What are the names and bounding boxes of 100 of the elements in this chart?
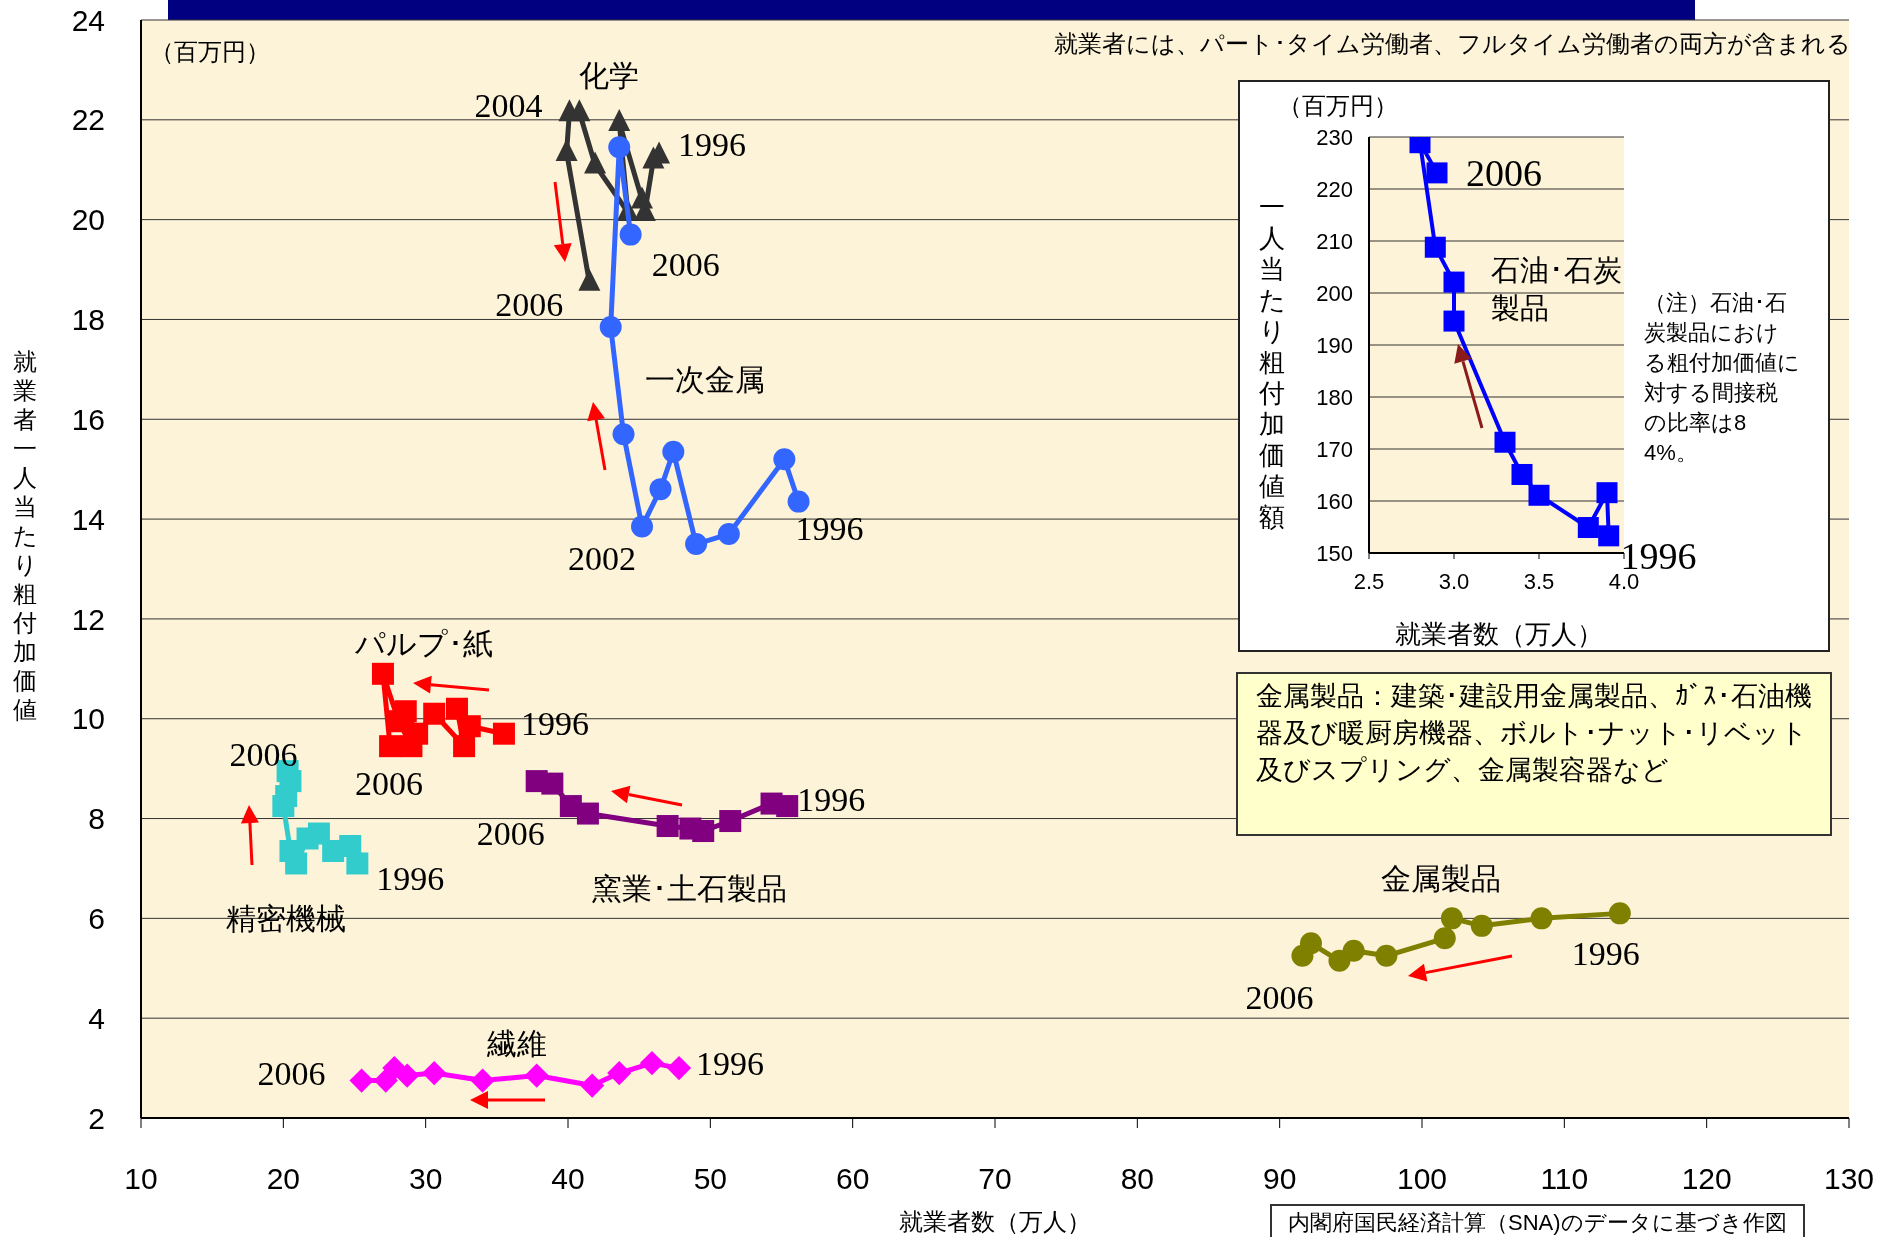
y-tick-label: 4 [88,1001,105,1035]
point [760,792,783,815]
point [1598,525,1620,547]
point [1596,482,1618,504]
point [662,440,685,463]
point [379,735,402,758]
annotation: 2006 [476,814,545,852]
point [578,268,601,291]
text: 内閣府国民経済計算（SNA)のデータに基づき作図 [1270,1204,1805,1237]
y-tick-label: 10 [71,702,105,736]
point [1577,517,1599,539]
point [555,139,578,162]
x-tick-label: 50 [693,1162,728,1196]
annotation: （百万円） [150,37,270,67]
point [1443,271,1465,293]
y-tick-label: 230 [1316,124,1353,150]
point [559,795,582,818]
point [1433,927,1456,950]
y-tick-label: 2 [88,1101,105,1135]
point [580,1073,605,1098]
point [1511,463,1533,485]
point [619,223,642,246]
x-tick-label: 90 [1262,1162,1297,1196]
annotation: 1996 [1571,934,1640,972]
point [492,722,515,745]
point [1426,162,1448,184]
x-tick-label: 100 [1396,1162,1448,1196]
point [608,109,631,132]
x-tick-label: 120 [1681,1162,1732,1196]
y-tick-label: 22 [71,103,105,137]
point [1608,902,1631,925]
annotation: 1996 [678,126,747,164]
y-tick-label: 14 [71,502,105,536]
point [642,146,665,169]
point [608,136,631,159]
point [649,478,672,501]
annotation: 2004 [474,86,543,124]
x-tick-label: 30 [408,1162,443,1196]
point [1440,907,1463,930]
point [607,1060,632,1086]
annotation: 2002 [568,540,637,578]
annotation: （百万円） [1278,91,1398,121]
y-tick-label: 18 [71,303,105,337]
point [719,810,742,833]
y-tick-label: 170 [1316,436,1353,462]
point [1528,484,1550,506]
point [656,815,679,838]
x-tick-label: 20 [266,1162,301,1196]
point [296,827,319,850]
point [584,151,607,174]
x-tick-label: 40 [551,1162,585,1196]
y-tick-label: 16 [71,402,105,436]
point [1291,944,1314,967]
annotation: 1996 [797,780,866,818]
annotation: （注）石油･石炭製品における粗付加価値に対する間接税の比率は84%。 [1644,289,1800,467]
point [453,735,476,758]
point [349,1068,374,1093]
annotation: 1996 [795,510,864,548]
point [787,490,810,513]
annotation: 2006 [257,1055,326,1093]
y-tick-label: 190 [1316,332,1353,358]
point [685,533,708,556]
point [1494,431,1516,453]
annotation: 2006 [229,735,298,773]
series-label: 一次金属 [644,363,765,397]
x-tick-label: 3.5 [1523,568,1555,594]
y-tick-label: 180 [1316,384,1353,410]
point [1328,949,1351,972]
annotation: 金属製品：建築･建設用金属製品、ｶﾞｽ･石油機器及び暖厨房機器、ボルト･ナット･リベット及びスプリング、金属製容器など [1236,672,1832,836]
annotation: 2006 [651,246,720,284]
series-label: 石油･石炭製品 [1491,253,1624,327]
y-tick-label: 20 [71,203,105,237]
point [717,523,740,546]
x-tick-label: 2.5 [1353,568,1385,594]
point [773,448,796,471]
point [558,99,581,122]
point [599,315,622,338]
point [1470,914,1493,937]
y-tick-label: 200 [1316,280,1353,306]
x-axis-title: 就業者数（万人） [899,1208,1091,1235]
series-label: パルプ･紙 [353,627,493,661]
series-label: 化学 [579,58,640,92]
point [373,1068,398,1093]
point [524,1063,549,1088]
text: 就業者一人当たり粗付加価値 [12,348,38,723]
point [679,817,702,840]
x-tick-label: 80 [1120,1162,1155,1196]
annotation: 2006 [355,764,424,802]
point [470,1068,495,1093]
text: 一人当たり粗付加価値額 [1258,192,1286,532]
y-tick-label: 8 [88,802,105,836]
y-tick-label: 160 [1316,488,1353,514]
point [525,770,548,793]
point [639,1051,665,1076]
y-tick-label: 12 [71,602,105,636]
point [445,697,468,720]
series-label: 繊維 [485,1027,547,1061]
x-axis-title: 就業者数（万人） [1393,618,1604,651]
point [631,515,654,538]
annotation: 1996 [376,859,445,897]
